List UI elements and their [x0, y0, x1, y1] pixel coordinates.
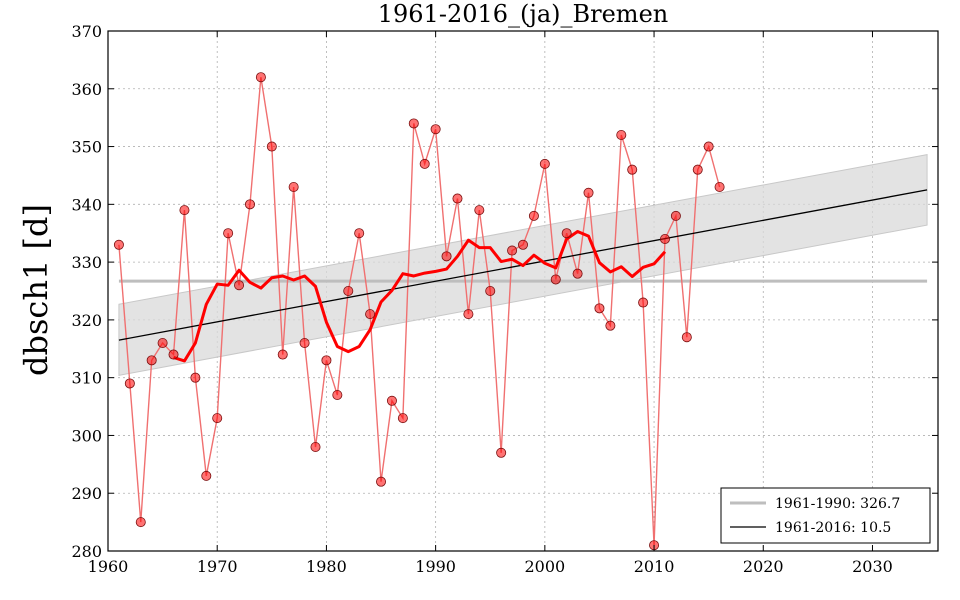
y-tick-label: 310: [71, 369, 102, 388]
observed-point: [638, 297, 649, 308]
observed-point: [572, 268, 583, 279]
observed-point: [452, 193, 463, 204]
observed-point: [507, 245, 518, 256]
observed-point: [703, 141, 714, 152]
y-tick-label: 360: [71, 80, 102, 99]
observed-point: [496, 447, 507, 458]
series-lines: [118, 77, 928, 546]
x-tick-label: 1980: [306, 557, 347, 576]
axis-ticks: 1960 1970 1980 1990 2000 2010 2020 2030 280 290 30…: [71, 22, 938, 576]
y-tick-label: 300: [71, 426, 102, 445]
observed-point: [616, 129, 627, 140]
observed-point: [485, 285, 496, 296]
x-tick-label: 1960: [88, 557, 129, 576]
observed-point: [518, 239, 529, 250]
observed-point: [594, 303, 605, 314]
observed-point: [343, 285, 354, 296]
observed-point: [550, 274, 561, 285]
observed-point: [441, 251, 452, 262]
y-tick-label: 280: [71, 542, 102, 561]
y-axis-label: dbsch1 [d]: [17, 204, 55, 376]
observed-point: [277, 349, 288, 360]
legend: 1961-1990: 326.7 1961-2016: 10.5: [720, 487, 931, 544]
observed-point: [288, 181, 299, 192]
observed-point: [234, 280, 245, 291]
y-tick-label: 330: [71, 253, 102, 272]
observed-point: [168, 349, 179, 360]
observed-line: [118, 77, 721, 546]
observed-point: [714, 181, 725, 192]
observed-point: [135, 517, 146, 528]
observed-point: [299, 337, 310, 348]
observed-point: [561, 228, 572, 239]
observed-point: [365, 309, 376, 320]
y-tick-label: 350: [71, 138, 102, 157]
observed-point: [659, 233, 670, 244]
observed-point: [190, 372, 201, 383]
observed-point: [430, 124, 441, 135]
y-tick-label: 320: [71, 311, 102, 330]
observed-points: [113, 72, 725, 551]
x-tick-label: 2000: [524, 557, 565, 576]
y-tick-label: 290: [71, 484, 102, 503]
x-tick-label: 2010: [634, 557, 675, 576]
plot-area: [107, 30, 939, 552]
observed-point: [255, 72, 266, 83]
observed-point: [212, 413, 223, 424]
observed-point: [692, 164, 703, 175]
observed-point: [376, 476, 387, 487]
x-tick-label: 2020: [743, 557, 784, 576]
observed-point: [201, 470, 212, 481]
observed-point: [463, 309, 474, 320]
observed-point: [386, 395, 397, 406]
observed-point: [179, 205, 190, 216]
chart-title: 1961-2016_(ja)_Bremen: [378, 0, 668, 28]
observed-point: [528, 210, 539, 221]
observed-point: [474, 205, 485, 216]
observed-point: [627, 164, 638, 175]
observed-point: [605, 320, 616, 331]
observed-point: [354, 228, 365, 239]
observed-point: [539, 158, 550, 169]
legend-mean-label: 1961-1990: 326.7: [775, 496, 900, 512]
observed-point: [419, 158, 430, 169]
y-tick-label: 340: [71, 195, 102, 214]
observed-point: [113, 239, 124, 250]
legend-box: [720, 487, 931, 544]
observed-point: [681, 332, 692, 343]
observed-point: [266, 141, 277, 152]
x-tick-label: 1990: [415, 557, 456, 576]
observed-point: [332, 389, 343, 400]
observed-point: [146, 355, 157, 366]
x-tick-label: 2030: [852, 557, 893, 576]
y-tick-label: 370: [71, 22, 102, 41]
observed-point: [397, 413, 408, 424]
observed-point: [124, 378, 135, 389]
observed-point: [583, 187, 594, 198]
moving-average-line: [173, 229, 667, 363]
observed-point: [310, 441, 321, 452]
observed-point: [223, 228, 234, 239]
observed-point: [670, 210, 681, 221]
observed-point: [244, 199, 255, 210]
observed-point: [408, 118, 419, 129]
observed-point: [157, 337, 168, 348]
x-tick-label: 1970: [197, 557, 238, 576]
observed-point: [321, 355, 332, 366]
legend-trend-label: 1961-2016: 10.5: [775, 520, 891, 536]
